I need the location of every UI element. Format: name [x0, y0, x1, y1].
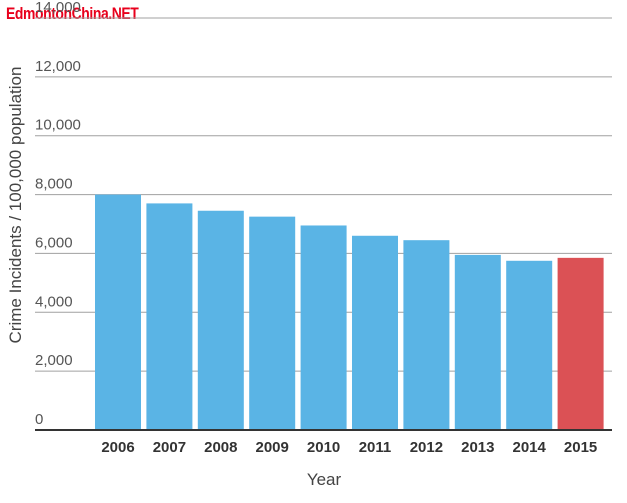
y-tick-label: 10,000 [35, 117, 81, 134]
y-axis-ticks: 0 2,000 4,000 6,000 8,000 10,000 12,000 14,000 [35, 0, 81, 428]
x-tick-label: 2014 [513, 439, 547, 456]
x-tick-label: 2008 [204, 439, 237, 456]
x-tick-label: 2006 [101, 439, 134, 456]
bar-2006 [95, 194, 141, 430]
x-axis-ticks: 2006 2007 2008 2009 2010 2011 2012 2013 2014 2015 [101, 439, 597, 456]
y-tick-label: 14,000 [35, 0, 81, 16]
x-tick-label: 2015 [564, 439, 597, 456]
y-tick-label: 6,000 [35, 234, 73, 251]
y-tick-label: 4,000 [35, 293, 73, 310]
x-tick-label: 2011 [359, 439, 392, 456]
bar-2008 [197, 210, 244, 430]
bar-2014 [506, 260, 553, 430]
x-tick-label: 2009 [256, 439, 289, 456]
x-tick-label: 2013 [461, 439, 494, 456]
bar-2010 [300, 225, 347, 430]
x-axis-title: Year [307, 470, 342, 489]
y-tick-label: 0 [35, 411, 43, 428]
bar-2011 [352, 235, 398, 430]
bar-2013 [454, 254, 501, 430]
x-tick-label: 2007 [153, 439, 186, 456]
y-tick-label: 12,000 [35, 58, 81, 75]
bars [95, 194, 604, 430]
y-axis-title: Crime Incidents / 100,000 population [6, 67, 25, 344]
bar-2009 [249, 216, 296, 430]
bar-2015 [557, 257, 604, 430]
bar-2007 [146, 203, 193, 430]
bar-2012 [403, 240, 450, 430]
y-tick-label: 2,000 [35, 352, 73, 369]
x-tick-label: 2010 [307, 439, 340, 456]
x-tick-label: 2012 [410, 439, 443, 456]
y-tick-label: 8,000 [35, 176, 73, 193]
